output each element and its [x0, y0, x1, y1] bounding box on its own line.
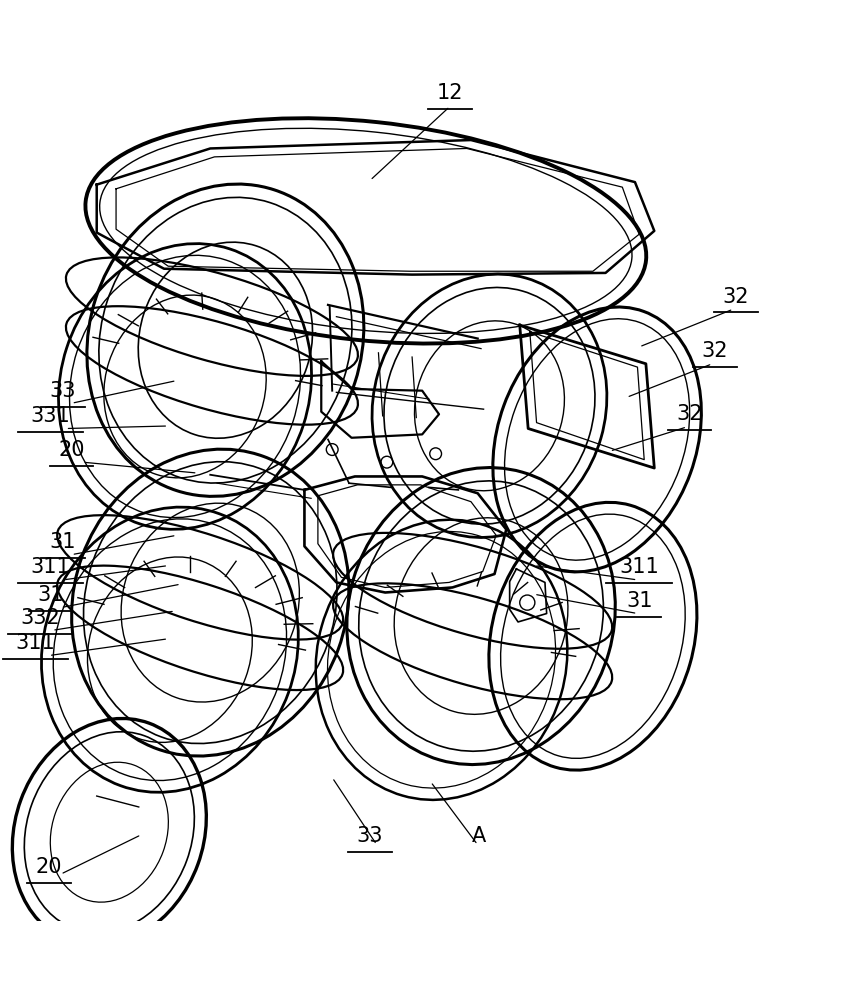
Text: 20: 20: [35, 857, 62, 877]
Text: 311: 311: [619, 557, 659, 577]
Text: 31: 31: [37, 585, 64, 605]
Text: 33: 33: [357, 826, 383, 846]
Text: A: A: [473, 826, 486, 846]
Text: 332: 332: [20, 608, 61, 628]
Text: 32: 32: [676, 404, 703, 424]
Text: 31: 31: [626, 591, 653, 611]
Text: 20: 20: [58, 440, 85, 460]
Text: 12: 12: [436, 83, 463, 103]
Text: 32: 32: [701, 341, 728, 361]
Text: 311: 311: [15, 633, 56, 653]
Text: 331: 331: [30, 406, 71, 426]
Text: 31: 31: [50, 532, 77, 552]
Text: 33: 33: [50, 381, 77, 401]
Text: 311: 311: [30, 557, 71, 577]
Text: 32: 32: [722, 287, 749, 307]
